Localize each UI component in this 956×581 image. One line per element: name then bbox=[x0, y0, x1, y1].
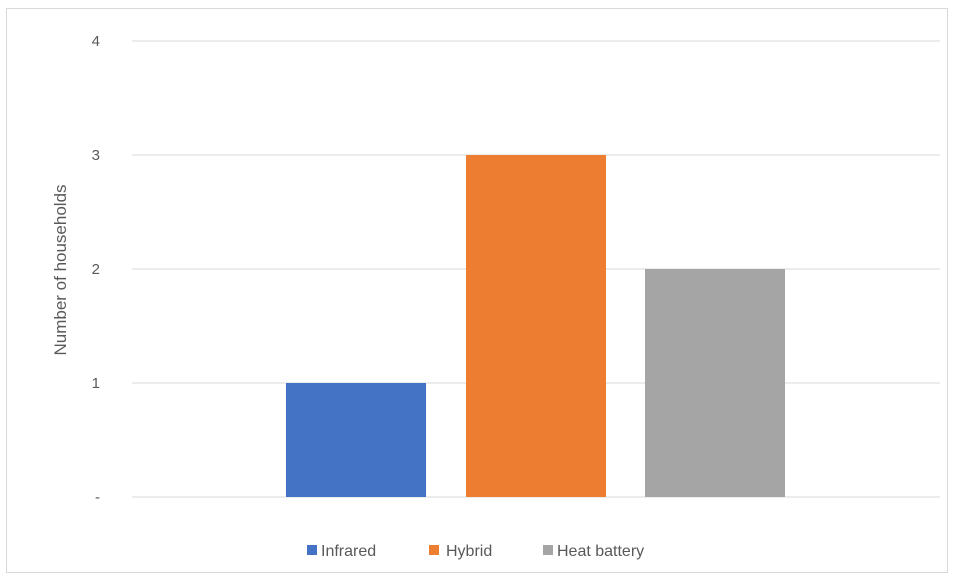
legend-swatch bbox=[543, 545, 553, 555]
bars bbox=[286, 155, 785, 497]
bar-hybrid bbox=[466, 155, 606, 497]
legend-swatch bbox=[429, 545, 439, 555]
legend-swatch bbox=[307, 545, 317, 555]
y-axis-title: Number of households bbox=[51, 184, 70, 355]
bar-infrared bbox=[286, 383, 426, 497]
legend-label: Heat battery bbox=[557, 543, 644, 560]
y-tick-label: 1 bbox=[92, 375, 100, 392]
legend-label: Infrared bbox=[321, 543, 376, 560]
legend: Infrared Hybrid Heat battery bbox=[307, 543, 644, 560]
bar-heat-battery bbox=[645, 269, 785, 497]
y-tick-label: - bbox=[95, 489, 100, 506]
y-tick-label: 2 bbox=[92, 261, 100, 278]
y-tick-label: 3 bbox=[92, 147, 100, 164]
y-axis-ticks: - 1 2 3 4 bbox=[92, 33, 100, 506]
legend-label: Hybrid bbox=[446, 543, 492, 560]
y-tick-label: 4 bbox=[92, 33, 100, 50]
